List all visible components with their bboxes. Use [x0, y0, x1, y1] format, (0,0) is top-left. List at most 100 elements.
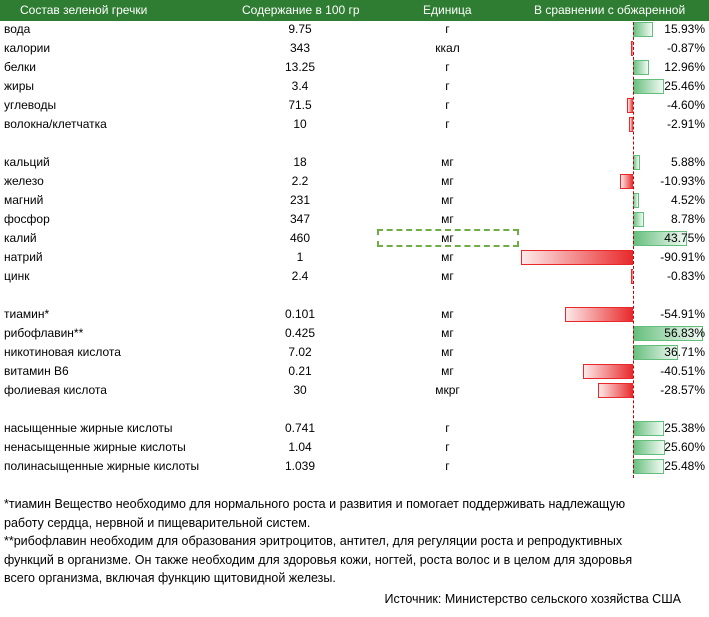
row-value: 1.04	[288, 440, 312, 454]
row-percent: -2.91%	[666, 117, 705, 131]
row-name: ненасыщенные жирные кислоты	[4, 440, 186, 454]
row-percent: -10.93%	[660, 174, 705, 188]
data-bar	[631, 41, 633, 56]
header-unit: Единица	[423, 3, 472, 17]
table-row[interactable]: цинк 2.4 мг -0.83%	[0, 267, 709, 286]
row-percent: 15.93%	[664, 22, 705, 36]
row-percent: 12.96%	[664, 60, 705, 74]
table-row[interactable]: рибофлавин** 0.425 мг 56.83%	[0, 324, 709, 343]
table-row[interactable]: витамин В6 0.21 мг -40.51%	[0, 362, 709, 381]
data-bar	[565, 307, 633, 322]
table-row[interactable]: натрий 1 мг -90.91%	[0, 248, 709, 267]
table-row[interactable]: железо 2.2 мг -10.93%	[0, 172, 709, 191]
row-value: 2.2	[291, 174, 309, 188]
row-name: витамин В6	[4, 364, 69, 378]
table-row[interactable]: тиамин* 0.101 мг -54.91%	[0, 305, 709, 324]
row-value: 71.5	[288, 98, 312, 112]
selected-cell[interactable]	[377, 229, 519, 247]
row-percent: -28.57%	[660, 383, 705, 397]
row-value: 13.25	[284, 60, 316, 74]
table-row[interactable]: углеводы 71.5 г -4.60%	[0, 96, 709, 115]
table-row[interactable]: белки 13.25 г 12.96%	[0, 58, 709, 77]
row-value: 9.75	[288, 22, 312, 36]
row-unit: мг	[441, 345, 454, 359]
row-unit: ккал	[435, 41, 460, 55]
row-unit: мг	[441, 307, 454, 321]
footnote-line: *тиамин Вещество необходимо для нормальн…	[4, 497, 626, 511]
header-compare: В сравнении с обжаренной	[534, 3, 686, 17]
row-unit: мг	[441, 364, 454, 378]
row-value: 2.4	[291, 269, 309, 283]
row-unit: мкрг	[435, 383, 460, 397]
row-unit: г	[445, 79, 450, 93]
row-name: белки	[4, 60, 36, 74]
data-bar	[629, 117, 633, 132]
row-percent: 25.38%	[664, 421, 705, 435]
row-name: фосфор	[4, 212, 50, 226]
row-name: полинасыщенные жирные кислоты	[4, 459, 200, 473]
row-value: 343	[289, 41, 311, 55]
table-row[interactable]: вода 9.75 г 15.93%	[0, 20, 709, 39]
table-row[interactable]: жиры 3.4 г 25.46%	[0, 77, 709, 96]
data-bar	[633, 440, 665, 455]
header-value: Содержание в 100 гр	[242, 3, 360, 17]
row-value: 347	[289, 212, 311, 226]
footnotes: *тиамин Вещество необходимо для нормальн…	[4, 495, 694, 588]
data-bar	[583, 364, 633, 379]
row-value: 18	[293, 155, 307, 169]
row-name: калий	[4, 231, 37, 245]
row-name: волокна/клетчатка	[4, 117, 107, 131]
row-unit: г	[445, 60, 450, 74]
data-bar	[627, 98, 633, 113]
row-unit: мг	[441, 231, 454, 245]
row-name: калории	[4, 41, 51, 55]
row-name: фолиевая кислота	[4, 383, 107, 397]
row-unit: мг	[441, 174, 454, 188]
table-row[interactable]: ненасыщенные жирные кислоты 1.04 г 25.60%	[0, 438, 709, 457]
table-row[interactable]: фолиевая кислота 30 мкрг -28.57%	[0, 381, 709, 400]
table-row[interactable]: калории 343 ккал -0.87%	[0, 39, 709, 58]
row-value: 30	[293, 383, 307, 397]
row-percent: -54.91%	[660, 307, 705, 321]
data-bar	[633, 212, 644, 227]
row-value: 0.425	[284, 326, 316, 340]
data-bar	[631, 269, 633, 284]
row-name: магний	[4, 193, 44, 207]
row-name: вода	[4, 22, 31, 36]
row-value: 0.101	[284, 307, 316, 321]
row-percent: 56.83%	[664, 326, 705, 340]
table-row[interactable]: насыщенные жирные кислоты 0.741 г 25.38%	[0, 419, 709, 438]
data-bar	[633, 326, 703, 341]
table-row[interactable]: полинасыщенные жирные кислоты 1.039 г 25.48…	[0, 457, 709, 476]
table-row[interactable]: никотиновая кислота 7.02 мг 36.71%	[0, 343, 709, 362]
data-bar	[619, 174, 633, 189]
row-percent: 4.52%	[670, 193, 705, 207]
row-value: 1.039	[284, 459, 316, 473]
row-unit: г	[445, 459, 450, 473]
row-percent: -4.60%	[666, 98, 705, 112]
row-unit: г	[445, 22, 450, 36]
data-bar	[633, 60, 649, 75]
row-percent: -0.83%	[666, 269, 705, 283]
table-row[interactable]: кальций 18 мг 5.88%	[0, 153, 709, 172]
row-unit: мг	[441, 155, 454, 169]
row-unit: мг	[441, 326, 454, 340]
data-bar	[521, 250, 633, 265]
row-value: 0.741	[284, 421, 316, 435]
table-row[interactable]: волокна/клетчатка 10 г -2.91%	[0, 115, 709, 134]
row-value: 7.02	[288, 345, 312, 359]
table-row[interactable]: магний 231 мг 4.52%	[0, 191, 709, 210]
table-row[interactable]: калий 460 мг 43.75%	[0, 229, 709, 248]
row-percent: 5.88%	[670, 155, 705, 169]
row-percent: -0.87%	[666, 41, 705, 55]
row-value: 10	[293, 117, 307, 131]
footnote-line: **рибофлавин необходим для образования э…	[4, 534, 623, 548]
table-row[interactable]: фосфор 347 мг 8.78%	[0, 210, 709, 229]
row-unit: г	[445, 117, 450, 131]
row-value: 0.21	[288, 364, 312, 378]
data-bar	[633, 79, 665, 94]
row-unit: г	[445, 440, 450, 454]
row-name: кальций	[4, 155, 50, 169]
row-percent: 25.48%	[664, 459, 705, 473]
row-name: тиамин*	[4, 307, 50, 321]
